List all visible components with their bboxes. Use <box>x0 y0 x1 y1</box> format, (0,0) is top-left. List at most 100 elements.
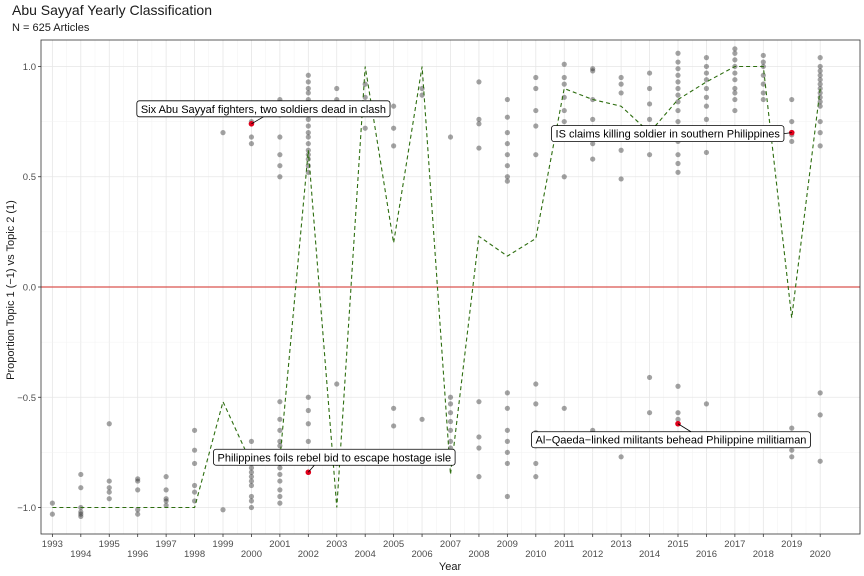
data-point <box>817 72 823 78</box>
data-point <box>106 489 112 495</box>
chart-subtitle: N = 625 Articles <box>12 22 90 34</box>
data-point <box>675 383 681 389</box>
data-point <box>504 178 510 184</box>
data-point <box>675 410 681 416</box>
data-point <box>277 465 283 471</box>
data-point <box>646 101 653 107</box>
data-point <box>447 394 454 400</box>
data-point <box>817 85 823 92</box>
data-point <box>646 116 653 122</box>
data-point <box>618 81 624 87</box>
x-tick-label: 1996 <box>127 549 148 560</box>
data-point <box>504 427 510 433</box>
x-tick-label: 2011 <box>554 539 574 550</box>
data-point <box>419 92 425 98</box>
data-point <box>163 474 169 480</box>
x-tick-label: 2020 <box>810 549 831 560</box>
data-point <box>732 107 738 114</box>
data-point <box>277 471 283 478</box>
chart-title: Abu Sayyaf Yearly Classification <box>12 2 212 18</box>
data-point <box>675 152 681 158</box>
data-point <box>248 438 255 444</box>
data-point <box>760 52 766 59</box>
data-point <box>618 147 624 153</box>
data-point <box>476 399 482 405</box>
data-point <box>789 447 795 453</box>
data-point <box>334 85 340 92</box>
data-point <box>789 96 795 103</box>
data-point <box>561 405 567 411</box>
data-point <box>476 445 482 451</box>
data-point <box>305 116 311 122</box>
data-point <box>277 443 283 449</box>
x-tick-label: 1993 <box>42 539 63 550</box>
data-point <box>476 79 482 85</box>
data-point <box>703 77 710 83</box>
data-point <box>220 507 226 513</box>
data-point <box>277 478 283 484</box>
data-point <box>618 454 624 460</box>
data-point <box>561 118 567 125</box>
data-point <box>590 68 596 74</box>
data-point <box>248 474 255 480</box>
data-point <box>504 449 510 456</box>
data-point <box>675 66 681 72</box>
annotation-label: Six Abu Sayyaf fighters, two soldiers de… <box>141 104 386 116</box>
data-point <box>135 507 141 513</box>
data-point <box>419 416 425 422</box>
x-tick-label: 1997 <box>156 539 177 550</box>
data-point <box>78 485 84 491</box>
data-point <box>248 134 255 140</box>
data-point <box>305 79 311 85</box>
data-point <box>391 405 397 411</box>
data-point <box>675 79 681 85</box>
data-point <box>504 390 510 396</box>
data-point <box>646 374 653 381</box>
data-point <box>533 401 539 407</box>
data-point <box>561 61 567 67</box>
axis-layer: −1.0 −0.5 0.0 0.5 1.0 1993 1994 1995 1996 1997 199… <box>17 39 861 560</box>
x-tick-label: 2002 <box>298 549 319 560</box>
data-point <box>476 434 482 440</box>
y-tick-label: 0.5 <box>23 172 36 183</box>
data-point <box>533 123 539 129</box>
data-point <box>817 118 823 125</box>
data-point <box>789 454 795 460</box>
data-point <box>220 130 226 136</box>
data-point <box>362 125 368 131</box>
data-point <box>191 447 198 453</box>
data-point <box>504 438 510 444</box>
data-point <box>504 163 510 169</box>
data-point <box>646 152 653 158</box>
data-point <box>732 70 738 76</box>
data-point <box>447 134 454 140</box>
x-tick-label: 2001 <box>269 539 290 550</box>
x-tick-label: 2016 <box>696 549 717 560</box>
annotation-label: Al−Qaeda−linked militants behead Philipp… <box>536 435 807 447</box>
data-point <box>561 81 567 87</box>
data-point <box>675 59 681 65</box>
data-point <box>675 160 681 167</box>
data-point <box>760 59 766 65</box>
data-point <box>504 141 510 147</box>
data-point <box>277 487 283 493</box>
data-point <box>277 152 283 158</box>
data-point <box>106 496 112 502</box>
data-point <box>163 487 169 493</box>
data-point <box>504 96 510 103</box>
data-point <box>277 163 283 169</box>
data-point <box>703 63 710 70</box>
data-point <box>191 427 198 433</box>
data-point <box>504 174 510 180</box>
data-point <box>78 511 84 517</box>
annotation-label: Philippines foils rebel bid to escape ho… <box>218 452 452 464</box>
x-tick-label: 2018 <box>753 549 774 560</box>
data-point <box>675 92 681 98</box>
data-point <box>817 458 823 464</box>
data-point <box>248 493 255 500</box>
data-point <box>78 471 84 478</box>
data-point <box>789 118 795 125</box>
data-point <box>817 81 823 87</box>
data-point <box>618 176 624 182</box>
